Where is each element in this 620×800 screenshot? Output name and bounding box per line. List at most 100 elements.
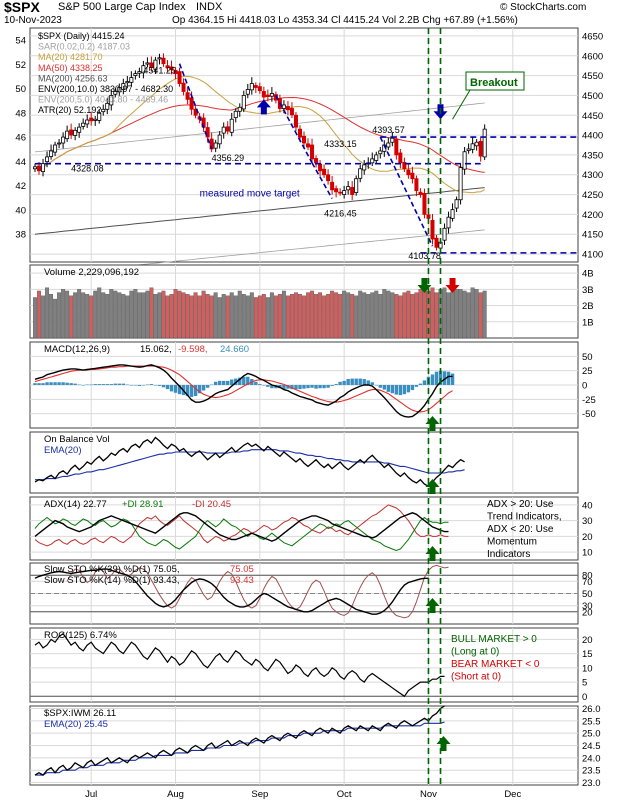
macd-histogram-bar <box>338 381 342 385</box>
volume-bar <box>446 292 451 339</box>
macd-histogram-bar <box>49 382 53 385</box>
obv-line <box>34 436 465 488</box>
candle-body <box>149 62 154 69</box>
candle-body <box>169 66 174 71</box>
price-right-tick: 4650 <box>582 31 603 42</box>
volume-bar <box>346 292 351 339</box>
volume-bar <box>306 292 310 339</box>
volume-bar <box>302 295 306 339</box>
macd-histogram-bar <box>217 380 222 385</box>
adx-panel: 10 20 30 40 ADX(14) 22.77 +DI 28.91 -DI 20.45 A… <box>29 496 593 561</box>
volume-bar <box>249 292 254 339</box>
volume-bar <box>418 289 423 339</box>
obv-ema-legend: EMA(20) <box>44 445 81 456</box>
annotation-level1: 4328.08 <box>71 164 104 174</box>
volume-bar <box>129 290 134 339</box>
macd-histogram-bar <box>434 371 439 385</box>
volume-bar <box>406 290 411 339</box>
roc-line <box>34 632 445 698</box>
macd-histogram-bar <box>97 384 101 385</box>
volume-bar <box>378 294 383 339</box>
price-left-tick: 54 <box>15 36 26 47</box>
volume-bar <box>474 289 479 339</box>
macd-histogram-bar <box>326 385 330 388</box>
candle-body <box>269 93 274 97</box>
macd-histogram-bar <box>414 385 419 387</box>
roc-frame <box>29 627 579 703</box>
macd-histogram-bar <box>133 385 138 386</box>
macd-histogram-bar <box>282 385 286 390</box>
volume-bar <box>370 292 375 339</box>
candle-body <box>350 187 355 195</box>
volume-bar <box>354 295 359 339</box>
date: 10-Nov-2023 <box>4 15 62 26</box>
macd-tick: -50 <box>582 409 596 420</box>
candle-body <box>233 110 238 119</box>
candle-body <box>414 178 419 192</box>
macd-histogram-bar <box>358 378 362 385</box>
adx-frame <box>29 496 579 561</box>
annotation-level2: 4356.29 <box>212 153 245 163</box>
volume-tick: 3B <box>582 285 594 296</box>
macd-histogram-bar <box>65 382 69 385</box>
candle-body <box>478 141 483 157</box>
price-legend-item: $SPX (Daily) 4415.24 <box>38 31 125 41</box>
volume-bar <box>105 294 110 339</box>
stochastic-tick: 80 <box>582 571 593 582</box>
price-left-tick: 38 <box>15 230 26 241</box>
candle-body <box>358 168 363 179</box>
candle-body <box>77 126 82 133</box>
macd-green-arrow <box>425 416 440 431</box>
macd-histogram-bar <box>238 377 242 385</box>
volume-bar <box>394 294 399 339</box>
volume-bar <box>189 295 194 339</box>
spx-iwm-tick: 23.5 <box>582 766 601 777</box>
volume-bar <box>422 285 427 339</box>
candle-body <box>466 148 471 151</box>
measured-move-line-2 <box>275 95 313 164</box>
adx-title: ADX(14) 22.77 <box>44 499 107 510</box>
macd-histogram-bar <box>442 371 447 385</box>
candle-body <box>137 71 142 74</box>
macd-histogram-bar <box>254 381 258 385</box>
volume-bar <box>109 289 114 339</box>
volume-bar <box>366 294 371 339</box>
volume-bar <box>285 295 290 339</box>
volume-bar <box>257 295 262 339</box>
candle-body <box>161 57 166 65</box>
volume-bar <box>121 294 126 339</box>
volume-bar <box>241 294 246 339</box>
volume-bar <box>462 290 467 339</box>
volume-bar <box>169 294 174 339</box>
price-legend-item: SAR(0.02,0.2) 4187.03 <box>38 42 130 52</box>
candle-body <box>301 135 306 144</box>
candle-body <box>314 158 319 164</box>
volume-bar <box>253 297 258 339</box>
volume-bar <box>197 295 202 339</box>
price-legend-item: MA(200) 4256.63 <box>38 73 108 83</box>
volume-tick: 2B <box>582 301 594 312</box>
macd-histogram-bar <box>185 385 190 397</box>
volume-bar <box>181 292 186 339</box>
price-left-tick: 48 <box>15 108 26 119</box>
price-legend-item: MA(20) 4281.70 <box>38 52 103 62</box>
candle-body <box>454 199 459 209</box>
candle-body <box>185 92 190 100</box>
macd-histogram-bar <box>85 384 89 386</box>
macd-histogram-bar <box>258 384 262 385</box>
macd-histogram-bar <box>446 371 451 385</box>
exchange: INDX <box>196 1 223 13</box>
volume-bar <box>237 290 242 339</box>
volume-bar <box>229 292 234 339</box>
candle-body <box>245 89 250 95</box>
candle-body <box>442 227 447 241</box>
spx-iwm-tick: 23.0 <box>582 778 601 789</box>
adx-tick: 40 <box>582 500 593 511</box>
macd-histogram-bar <box>286 385 290 389</box>
candle-body <box>318 163 323 172</box>
candle-body <box>33 166 38 170</box>
macd-histogram-bar <box>322 385 326 389</box>
macd-value: 15.062, <box>140 344 172 355</box>
macd-histogram-bar <box>93 384 97 385</box>
stochastic-tick: 70 <box>582 577 593 588</box>
